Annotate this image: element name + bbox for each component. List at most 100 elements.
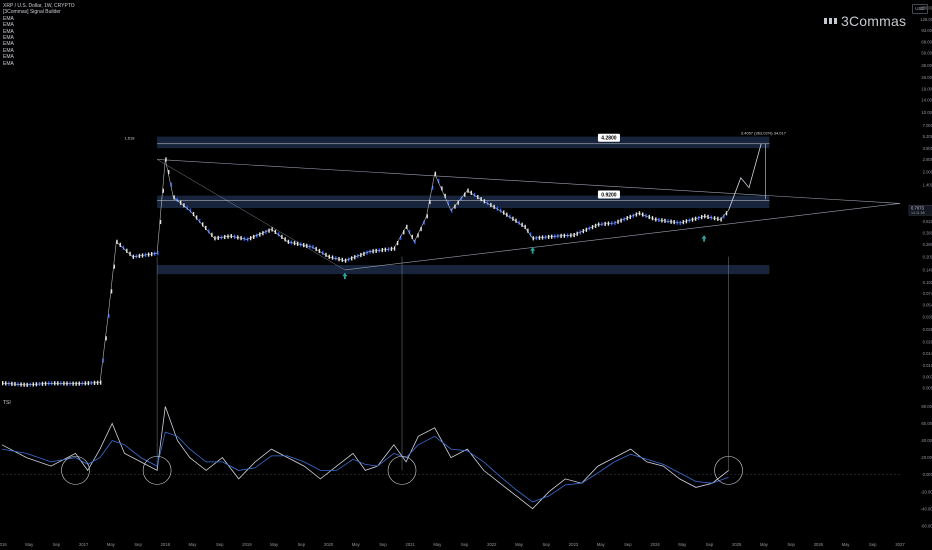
candle [126,248,128,253]
level-label: 0.9200 [601,192,617,198]
indicator-title[interactable]: [3Commas] Signal Builder [3,9,61,16]
price-tick-label: 2.0000 [923,169,932,174]
time-tick-label: Sep [787,542,795,547]
candle [403,230,405,235]
price-tick-label: 50.0000 [921,51,932,56]
candle [170,182,173,187]
time-tick-label: Sep [624,542,632,547]
level-label: 4.2800 [601,136,617,142]
osc-tick-label: -20.0000 [921,489,932,494]
levels: 4.2800 0.9200 1.618 3.4057 (363.02%) 34,017 [124,131,787,201]
candle [515,218,517,223]
candle [165,157,167,162]
ema-label[interactable]: EMA [3,47,14,54]
candle [393,246,396,251]
candle [108,314,110,319]
brand-logo: 3Commas [824,13,906,29]
candle [167,170,170,175]
time-tick-label: 2025 [732,542,742,547]
ema-label[interactable]: EMA [3,35,14,42]
time-axis[interactable]: 2016 May Sep 2017 May Sep 2018 May Sep 2019 May Sep… [0,542,905,547]
price-tick-label: 14.0000 [921,98,932,103]
ema-label[interactable]: EMA [3,41,14,48]
price-tick-label: 0.1400 [923,268,932,273]
candle [202,222,204,227]
buy-arrow-icon [342,272,348,280]
signal-circle [714,456,743,485]
time-tick-label: May [678,542,687,547]
candle [110,289,113,294]
ema-label[interactable]: EMA [3,54,14,61]
price-axis[interactable]: 170.0000 125.0000 93.0000 68.0000 50.0000 36.… [908,6,932,529]
ema-label[interactable]: EMA [3,60,14,67]
candle [396,241,399,246]
current-price-time: 14:11:55 [911,211,925,215]
price-tick-label: 0.0200 [923,339,932,344]
brand-name: 3Commas [841,13,907,29]
time-tick-label: May [597,542,606,547]
price-zone [157,265,770,275]
currency-selector[interactable]: USD [912,4,928,14]
price-tick-label: 0.0077 [923,375,932,380]
ema-label[interactable]: EMA [3,28,14,35]
price-tick-label: 19.0000 [921,86,932,91]
candle [122,245,125,250]
candle [157,251,159,256]
candle [420,226,422,232]
time-tick-label: May [842,542,851,547]
time-tick-label: Sep [53,542,61,547]
buy-arrow-icon [530,247,536,254]
candle [211,232,213,237]
price-tick-label: 5.2000 [923,134,932,139]
projection-path [728,143,762,211]
3commas-logo-icon [824,18,837,24]
candle [176,197,179,203]
time-tick-label: 2026 [814,542,824,547]
time-tick-label: May [760,542,769,547]
zones [157,136,770,275]
time-tick-label: May [515,542,524,547]
candle [441,186,443,191]
price-tick-label: 0.0145 [923,351,932,356]
candle [253,234,255,240]
time-tick-label: Sep [869,542,877,547]
time-tick-label: May [25,542,34,547]
upper-trendline [157,159,901,204]
candle [315,246,317,252]
price-tick-label: 26.0000 [921,75,932,80]
candle [521,222,523,227]
symbol-title[interactable]: XRP / U.S. Dollar, 1W, CRYPTO [3,3,75,9]
candle [496,206,499,211]
candle [189,208,192,213]
candle [318,248,321,254]
candle [454,204,456,209]
candle [506,212,508,217]
ema-label[interactable]: EMA [3,15,14,22]
current-price-tag [908,204,932,216]
candle [119,242,121,247]
measure-label: 3.4057 (363.02%) 34,017 [741,131,787,136]
candle [271,227,273,232]
candle [490,202,492,208]
time-tick-label: 2018 [161,542,171,547]
candle [447,201,450,206]
candle [99,380,102,385]
candle [434,171,437,176]
candle [183,203,185,208]
time-tick-label: Sep [298,542,306,547]
candle [720,217,722,222]
time-tick-label: 2024 [650,542,660,547]
ema-label[interactable]: EMA [3,22,14,29]
candle [518,220,520,225]
signal-circle [387,456,417,485]
candle [451,208,453,213]
candle [480,197,482,202]
time-tick-label: Sep [461,542,469,547]
chart-legend: XRP / U.S. Dollar, 1W, CRYPTO [3Commas] … [3,3,75,67]
candle [116,239,118,244]
candle [483,199,486,204]
osc-tick-label: -40.0000 [921,506,932,511]
osc-tick-label: 0.0000 [923,472,932,477]
